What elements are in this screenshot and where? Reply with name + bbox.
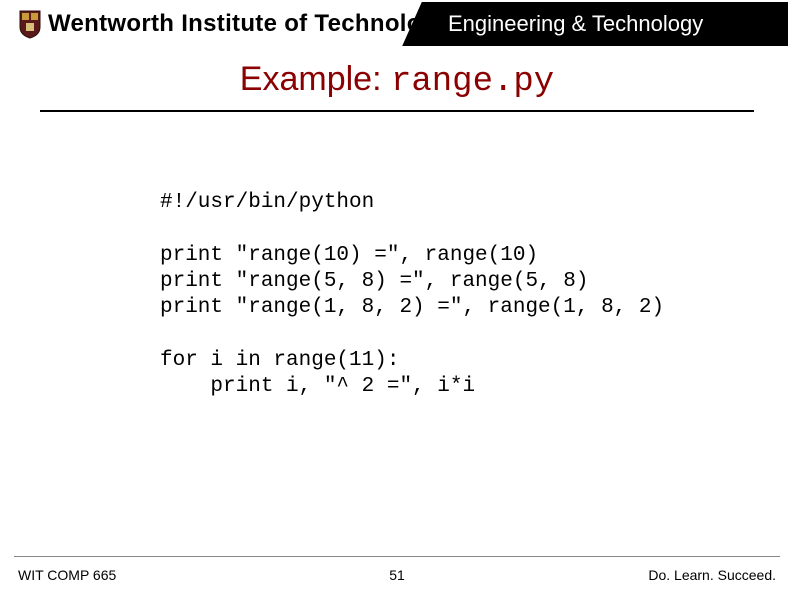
department-name: Engineering & Technology — [432, 2, 788, 46]
code-block: #!/usr/bin/python print "range(10) =", r… — [160, 190, 664, 400]
institution-name: Wentworth Institute of Technology — [48, 10, 450, 38]
header-bar: Wentworth Institute of Technology Engine… — [0, 2, 794, 46]
footer: WIT COMP 665 51 Do. Learn. Succeed. — [14, 561, 780, 585]
slide: Wentworth Institute of Technology Engine… — [0, 0, 794, 595]
title-prefix: Example: — [240, 60, 391, 98]
title-code: range.py — [391, 63, 554, 101]
footer-motto: Do. Learn. Succeed. — [648, 567, 776, 583]
title-underline — [40, 110, 754, 112]
slide-title: Example: range.py — [0, 60, 794, 101]
footer-rule — [14, 556, 780, 557]
header-left: Wentworth Institute of Technology — [18, 2, 450, 46]
header-right: Engineering & Technology — [440, 2, 788, 46]
crest-icon — [18, 9, 42, 39]
